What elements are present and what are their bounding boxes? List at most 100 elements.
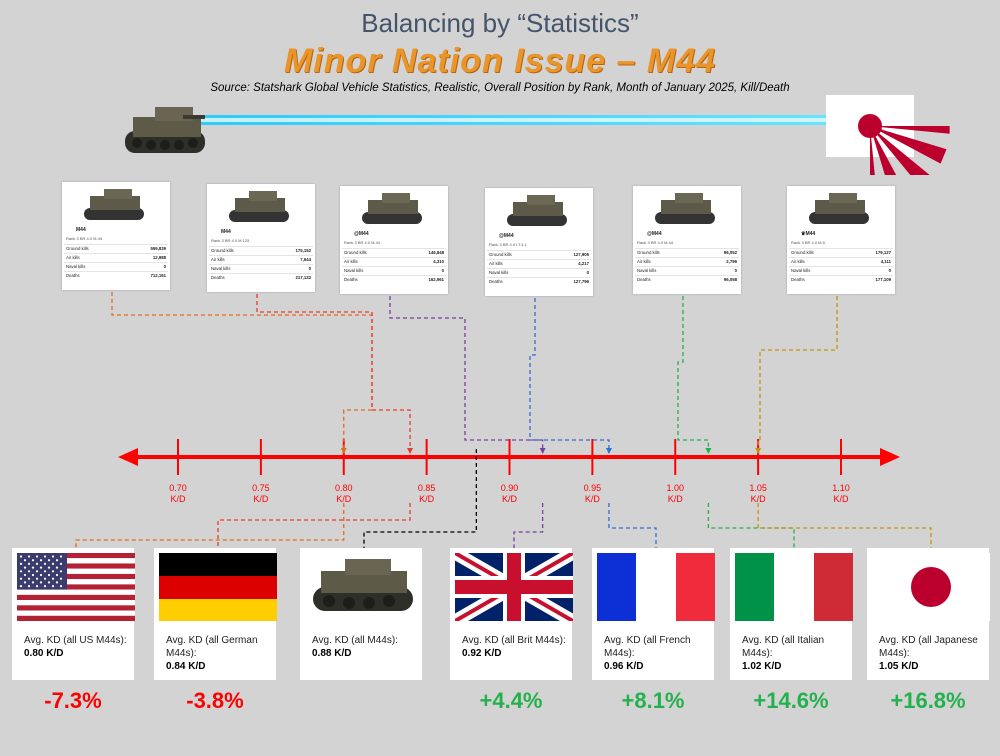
deaths-value: 96,058 <box>723 277 737 282</box>
naval-kills-value: 0 <box>308 266 311 271</box>
row-label: Air kills <box>489 261 503 266</box>
tick-unit-label: K/D <box>419 494 435 504</box>
card-br: BR 4.0 <box>357 240 371 245</box>
row-label: Air kills <box>791 259 805 264</box>
card-row: Air kills 4,111 <box>789 257 893 266</box>
usa-flag-icon <box>17 553 135 621</box>
nation-box: Avg. KD (all Brit M44s): 0.92 K/D <box>450 548 573 680</box>
card-br: BR 4.0 <box>79 236 93 241</box>
card-connector-line <box>111 292 373 453</box>
tank-thumbnail-icon <box>655 193 715 224</box>
japan-flag-icon <box>872 553 990 621</box>
uk-flag-icon <box>455 553 573 621</box>
nation-connector-line <box>608 503 657 548</box>
naval-kills-value: 0 <box>734 268 737 273</box>
ground-kills-value: 96,052 <box>723 250 737 255</box>
card-stats: Ground kills 175,152 Air kills 7,644 Naval… <box>209 246 313 282</box>
row-label: Naval kills <box>344 268 364 273</box>
card-tag: M.125 <box>238 238 250 243</box>
air-kills-value: 4,217 <box>578 261 589 266</box>
tick-label: 0.70 <box>169 483 187 493</box>
tank-image-icon <box>313 559 413 611</box>
card-connector-line <box>757 296 838 453</box>
card-vehicle-name: @M44 <box>354 231 369 237</box>
nation-kd-value: 1.02 K/D <box>742 661 782 672</box>
nation-box: Avg. KD (all Italian M44s): 1.02 K/D <box>730 548 853 680</box>
card-br: BR 4.0 <box>502 242 516 247</box>
nation-kd-value: 0.80 K/D <box>24 648 64 659</box>
naval-kills-value: 0 <box>888 268 891 273</box>
nation-avg-label: Avg. KD (all US M44s): <box>24 635 127 646</box>
air-kills-value: 4,111 <box>880 259 891 264</box>
nation-percent-diff: +14.6% <box>753 688 829 713</box>
axis-right-arrow-icon <box>880 448 900 466</box>
card-row: Air kills 4,310 <box>342 257 446 266</box>
nation-kd-value: 0.88 K/D <box>312 648 352 659</box>
deaths-value: 217,132 <box>295 275 311 280</box>
tank-icon <box>125 107 205 153</box>
row-label: Naval kills <box>637 268 657 273</box>
card-connector-line <box>256 294 411 453</box>
tick-label: 1.05 <box>749 483 767 493</box>
card-stats: Ground kills 179,127 Air kills 4,111 Naval… <box>789 248 893 284</box>
card-br: BR 4.0 <box>650 240 664 245</box>
deaths-value: 712,161 <box>150 273 166 278</box>
card-tag: M.44 <box>371 240 381 245</box>
card-stats: Ground kills 559,839 Air kills 12,988 Nava… <box>64 244 168 280</box>
nation-connector-line <box>513 503 544 548</box>
stat-card: M44 Rank 3 BR 4.0 M.125 Ground kills 175,… <box>207 184 315 292</box>
stat-card: M44 Rank 3 BR 4.0 M.44 Ground kills 559,8… <box>62 182 170 290</box>
card-tag: M.5 <box>818 240 825 245</box>
card-connector-line <box>677 296 710 453</box>
france-flag-icon <box>597 553 715 621</box>
ground-kills-value: 559,839 <box>150 246 166 251</box>
ground-kills-value: 175,152 <box>295 248 311 253</box>
card-rank: Rank 3 <box>489 242 502 247</box>
card-tag: LT.4.1 <box>516 242 527 247</box>
ground-kills-value: 146,848 <box>428 250 444 255</box>
tick-label: 1.10 <box>832 483 850 493</box>
stat-card: @M44 Rank 3 BR 4.0 M.44 Ground kills 96,0… <box>633 186 741 294</box>
card-row: Naval kills 0 <box>635 266 739 275</box>
card-row: Deaths 127,796 <box>487 277 591 286</box>
air-kills-value: 7,644 <box>300 257 311 262</box>
row-label: Air kills <box>211 257 225 262</box>
stat-card: @M44 Rank 3 BR 4.0 LT.4.1 Ground kills 12… <box>485 188 593 296</box>
card-tag: M.44 <box>664 240 674 245</box>
card-row: Naval kills 0 <box>64 262 168 271</box>
tick-unit-label: K/D <box>833 494 849 504</box>
naval-kills-value: 0 <box>441 268 444 273</box>
card-row: Air kills 4,217 <box>487 259 591 268</box>
nation-kd-value: 1.05 K/D <box>879 661 919 672</box>
ground-kills-value: 127,905 <box>573 252 589 257</box>
nation-avg-label: Avg. KD (all Brit M44s): <box>462 635 566 646</box>
nation-box: Avg. KD (all M44s): 0.88 K/D <box>300 548 422 680</box>
page-title: Balancing by “Statistics” <box>361 8 639 38</box>
nation-box: Avg. KD (all German M44s): 0.84 K/D <box>154 548 277 680</box>
germany-flag-icon <box>159 553 277 621</box>
card-rank: Rank 3 <box>791 240 804 245</box>
row-label: Deaths <box>344 277 358 282</box>
row-label: Air kills <box>637 259 651 264</box>
card-row: Air kills 7,644 <box>209 255 313 264</box>
nation-percent-diff: -3.8% <box>186 688 244 713</box>
tick-unit-label: K/D <box>336 494 352 504</box>
card-row: Air kills 12,988 <box>64 253 168 262</box>
nation-avg-label: Avg. KD (all Japanese M44s): <box>879 635 978 659</box>
card-tag: M.44 <box>93 236 103 241</box>
row-label: Deaths <box>211 275 225 280</box>
nation-percent-diff: +16.8% <box>890 688 966 713</box>
card-row: Deaths 712,161 <box>64 271 168 280</box>
row-label: Ground kills <box>211 248 234 253</box>
card-row: Deaths 96,058 <box>635 275 739 284</box>
card-br: BR 4.0 <box>804 240 818 245</box>
tick-label: 1.00 <box>666 483 684 493</box>
row-label: Ground kills <box>66 246 89 251</box>
kd-marker-arrow-icon <box>340 448 347 454</box>
card-stats: Ground kills 146,848 Air kills 4,310 Naval… <box>342 248 446 284</box>
ground-kills-value: 179,127 <box>875 250 891 255</box>
row-label: Naval kills <box>211 266 231 271</box>
nation-percent-diff: +4.4% <box>479 688 543 713</box>
naval-kills-value: 0 <box>586 270 589 275</box>
nation-box: Avg. KD (all French M44s): 0.96 K/D <box>592 548 715 680</box>
